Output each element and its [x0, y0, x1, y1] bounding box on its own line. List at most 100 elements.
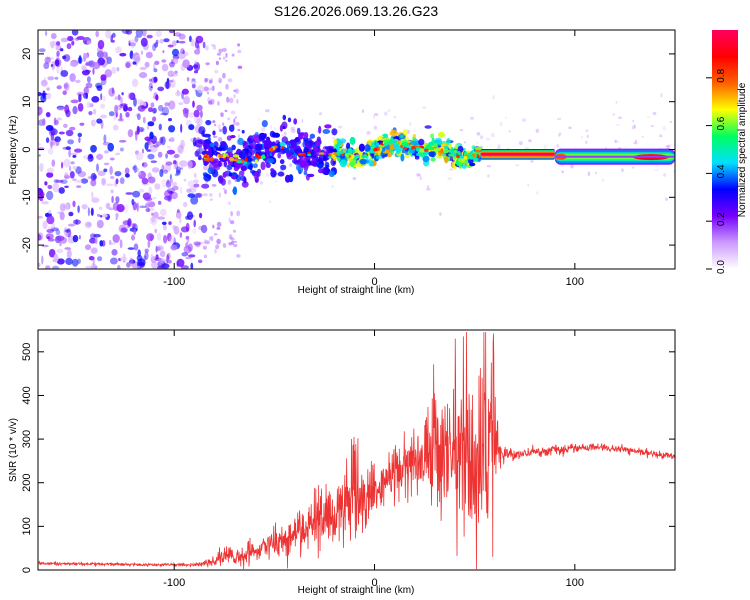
- heatmap-blob: [65, 129, 74, 137]
- heatmap-blob: [203, 86, 209, 92]
- heatmap-blob: [206, 91, 210, 95]
- heatmap-blob: [331, 128, 338, 136]
- heatmap-blob: [153, 144, 160, 148]
- heatmap-blob: [174, 32, 182, 37]
- heatmap-blob: [59, 211, 65, 221]
- heatmap-blob: [142, 116, 146, 124]
- heatmap-blob: [97, 213, 101, 217]
- heatmap-blob: [307, 173, 315, 178]
- heatmap-blob: [216, 227, 221, 230]
- heatmap-blob: [40, 94, 47, 103]
- heatmap-blob: [527, 183, 530, 187]
- heatmap-blob: [667, 144, 673, 146]
- heatmap-blob: [282, 114, 287, 121]
- heatmap-blob: [144, 251, 149, 260]
- heatmap-blob: [231, 172, 237, 176]
- heatmap-blob: [214, 248, 217, 254]
- snr-frame: [37, 329, 676, 571]
- heatmap-blob: [264, 139, 273, 148]
- heatmap-blob: [316, 163, 324, 168]
- heatmap-blob: [148, 78, 152, 82]
- heatmap-blob: [69, 126, 76, 131]
- heatmap-blob: [110, 39, 116, 43]
- heatmap-blob: [109, 165, 113, 175]
- heatmap-blob: [252, 134, 260, 138]
- heatmap-blob: [159, 250, 166, 258]
- heatmap-blob: [88, 111, 93, 116]
- heatmap-blob: [134, 54, 141, 64]
- heatmap-blob: [253, 171, 260, 180]
- heatmap-blob: [97, 39, 105, 50]
- heatmap-blob: [143, 255, 147, 261]
- heatmap-blob: [307, 153, 311, 157]
- heatmap-blob: [86, 76, 91, 83]
- heatmap-blob: [166, 78, 170, 83]
- heatmap-blob: [180, 139, 185, 149]
- heatmap-blob: [133, 97, 137, 107]
- y-tick-label: 0: [21, 567, 33, 573]
- heatmap-blob: [45, 125, 54, 131]
- heatmap-blob: [207, 136, 211, 143]
- heatmap-blob: [84, 53, 89, 59]
- heatmap-blob: [226, 154, 230, 158]
- heatmap-blob: [219, 128, 223, 133]
- heatmap-blob: [277, 171, 285, 177]
- heatmap-blob: [272, 146, 276, 151]
- heatmap-blob: [149, 144, 158, 153]
- heatmap-blob: [263, 133, 267, 138]
- heatmap-blob: [183, 178, 187, 182]
- heatmap-blob: [492, 95, 495, 100]
- heatmap-blob: [535, 128, 539, 133]
- heatmap-blob: [243, 176, 247, 184]
- heatmap-blob: [218, 192, 222, 198]
- heatmap-blob: [225, 52, 228, 58]
- heatmap-blob: [75, 166, 82, 174]
- heatmap-blob: [85, 265, 94, 269]
- heatmap-blob: [443, 146, 449, 150]
- heatmap-blob: [99, 240, 103, 247]
- heatmap-blob: [363, 154, 367, 157]
- heatmap-blob: [194, 193, 202, 198]
- heatmap-blob: [208, 80, 213, 84]
- heatmap-blob: [84, 221, 92, 229]
- colorbar-ticks: 0.0 0.2 0.4 0.6 0.8: [706, 68, 727, 274]
- heatmap-blob: [650, 125, 654, 127]
- heatmap-blob: [222, 125, 227, 135]
- heatmap-blob: [158, 123, 162, 131]
- heatmap-blob: [116, 204, 125, 213]
- spectrogram-heatmap: [38, 30, 675, 269]
- heatmap-blob: [633, 141, 638, 145]
- heatmap-blob: [103, 162, 110, 166]
- heatmap-blob: [145, 51, 153, 59]
- heatmap-blob: [383, 133, 388, 139]
- heatmap-blob: [65, 146, 72, 151]
- heatmap-blob: [222, 187, 226, 190]
- heatmap-blob: [49, 40, 57, 47]
- heatmap-blob: [133, 228, 137, 235]
- heatmap-blob: [192, 179, 199, 183]
- heatmap-blob: [543, 144, 547, 150]
- heatmap-blob: [56, 65, 60, 74]
- heatmap-blob: [96, 153, 104, 160]
- heatmap-blob: [237, 49, 242, 54]
- heatmap-blob: [217, 137, 223, 142]
- heatmap-blob: [129, 50, 134, 60]
- heatmap-blob: [439, 212, 442, 216]
- heatmap-blob: [159, 169, 164, 177]
- heatmap-blob: [97, 170, 106, 176]
- heatmap-blob: [146, 233, 155, 241]
- heatmap-blob: [226, 96, 230, 103]
- heatmap-blob: [61, 161, 64, 169]
- heatmap-blob: [64, 247, 72, 250]
- heatmap-blob: [434, 137, 443, 145]
- x-tick-label: 100: [566, 276, 584, 288]
- heatmap-blob: [183, 96, 191, 105]
- heatmap-blob: [568, 126, 572, 130]
- heatmap-blob: [382, 146, 386, 152]
- heatmap-blob: [98, 206, 103, 210]
- heatmap-blob: [217, 91, 223, 97]
- heatmap-blob: [64, 185, 69, 188]
- heatmap-blob: [64, 175, 71, 179]
- heatmap-blob: [187, 193, 195, 198]
- heatmap-blob: [59, 203, 66, 212]
